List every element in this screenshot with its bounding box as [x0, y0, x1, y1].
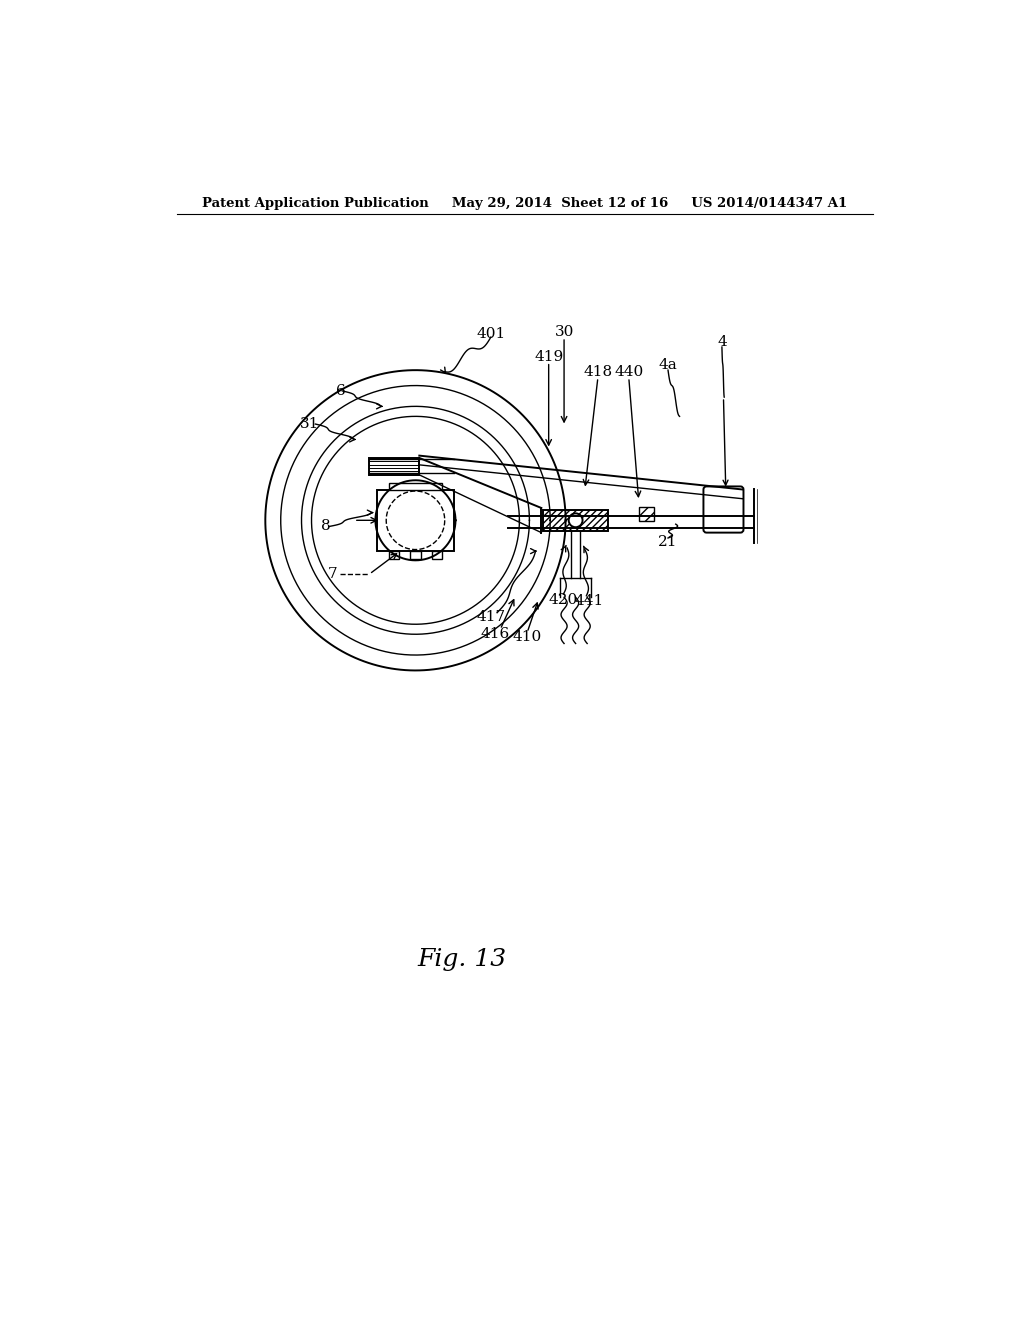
- Text: 4a: 4a: [658, 358, 678, 372]
- Text: 441: 441: [574, 594, 603, 609]
- Bar: [432, 552, 442, 558]
- Text: 401: 401: [476, 327, 506, 341]
- Bar: [388, 483, 442, 490]
- Text: Fig. 13: Fig. 13: [417, 948, 506, 970]
- Text: 419: 419: [535, 350, 563, 364]
- Text: 8: 8: [321, 520, 330, 533]
- Text: 417: 417: [476, 610, 506, 623]
- Text: 418: 418: [584, 366, 612, 379]
- Text: 30: 30: [554, 325, 573, 339]
- Text: Patent Application Publication     May 29, 2014  Sheet 12 of 16     US 2014/0144: Patent Application Publication May 29, 2…: [202, 197, 848, 210]
- Bar: [410, 552, 421, 558]
- Text: 440: 440: [614, 366, 643, 379]
- Text: 4: 4: [717, 335, 727, 348]
- Text: 410: 410: [512, 631, 542, 644]
- Bar: [377, 490, 454, 552]
- Text: 7: 7: [328, 568, 337, 581]
- Text: 420: 420: [549, 593, 578, 607]
- Text: 416: 416: [480, 627, 509, 642]
- Bar: [543, 510, 608, 531]
- Bar: [370, 458, 419, 475]
- Bar: [639, 507, 654, 521]
- Text: 31: 31: [299, 417, 318, 432]
- Circle shape: [568, 513, 583, 527]
- Bar: [388, 552, 399, 558]
- Text: 6: 6: [336, 384, 346, 397]
- Text: 21: 21: [658, 535, 678, 549]
